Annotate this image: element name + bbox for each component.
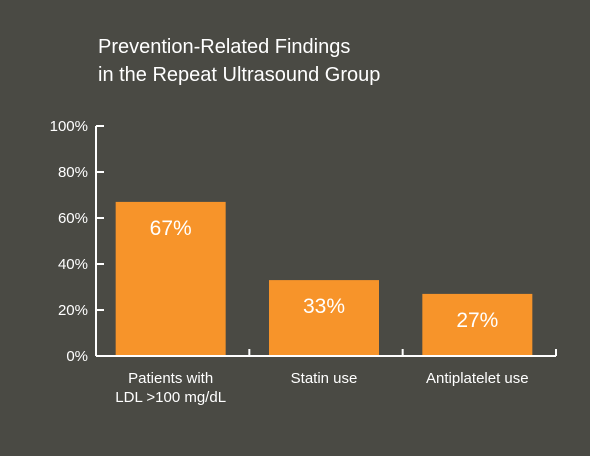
bar-value-label: 33% (303, 295, 345, 318)
chart-title-line-2: in the Repeat Ultrasound Group (98, 64, 380, 86)
bars: 67% 33% 27% (115, 201, 533, 356)
y-tick-label: 60% (58, 210, 88, 227)
x-category-label: Antiplatelet use (426, 370, 529, 387)
x-category-label: Statin use (291, 370, 358, 387)
bar (115, 201, 226, 356)
y-tick-label: 100% (50, 118, 88, 135)
bar-value-label: 27% (456, 309, 498, 332)
bar-value-label: 67% (150, 217, 192, 240)
bar (422, 293, 533, 356)
bar (269, 280, 379, 356)
x-category-label: Patients with (128, 370, 213, 387)
y-tick-label: 40% (58, 256, 88, 273)
y-tick-label: 0% (66, 348, 88, 365)
y-axis: 0% 20% 40% 60% 80% 100% (50, 118, 104, 365)
x-category-label: LDL >100 mg/dL (115, 389, 226, 406)
chart-title-line-1: Prevention-Related Findings (98, 36, 350, 58)
x-axis: Patients with LDL >100 mg/dL Statin use Ant… (96, 349, 557, 406)
y-tick-label: 20% (58, 302, 88, 319)
y-tick-label: 80% (58, 164, 88, 181)
